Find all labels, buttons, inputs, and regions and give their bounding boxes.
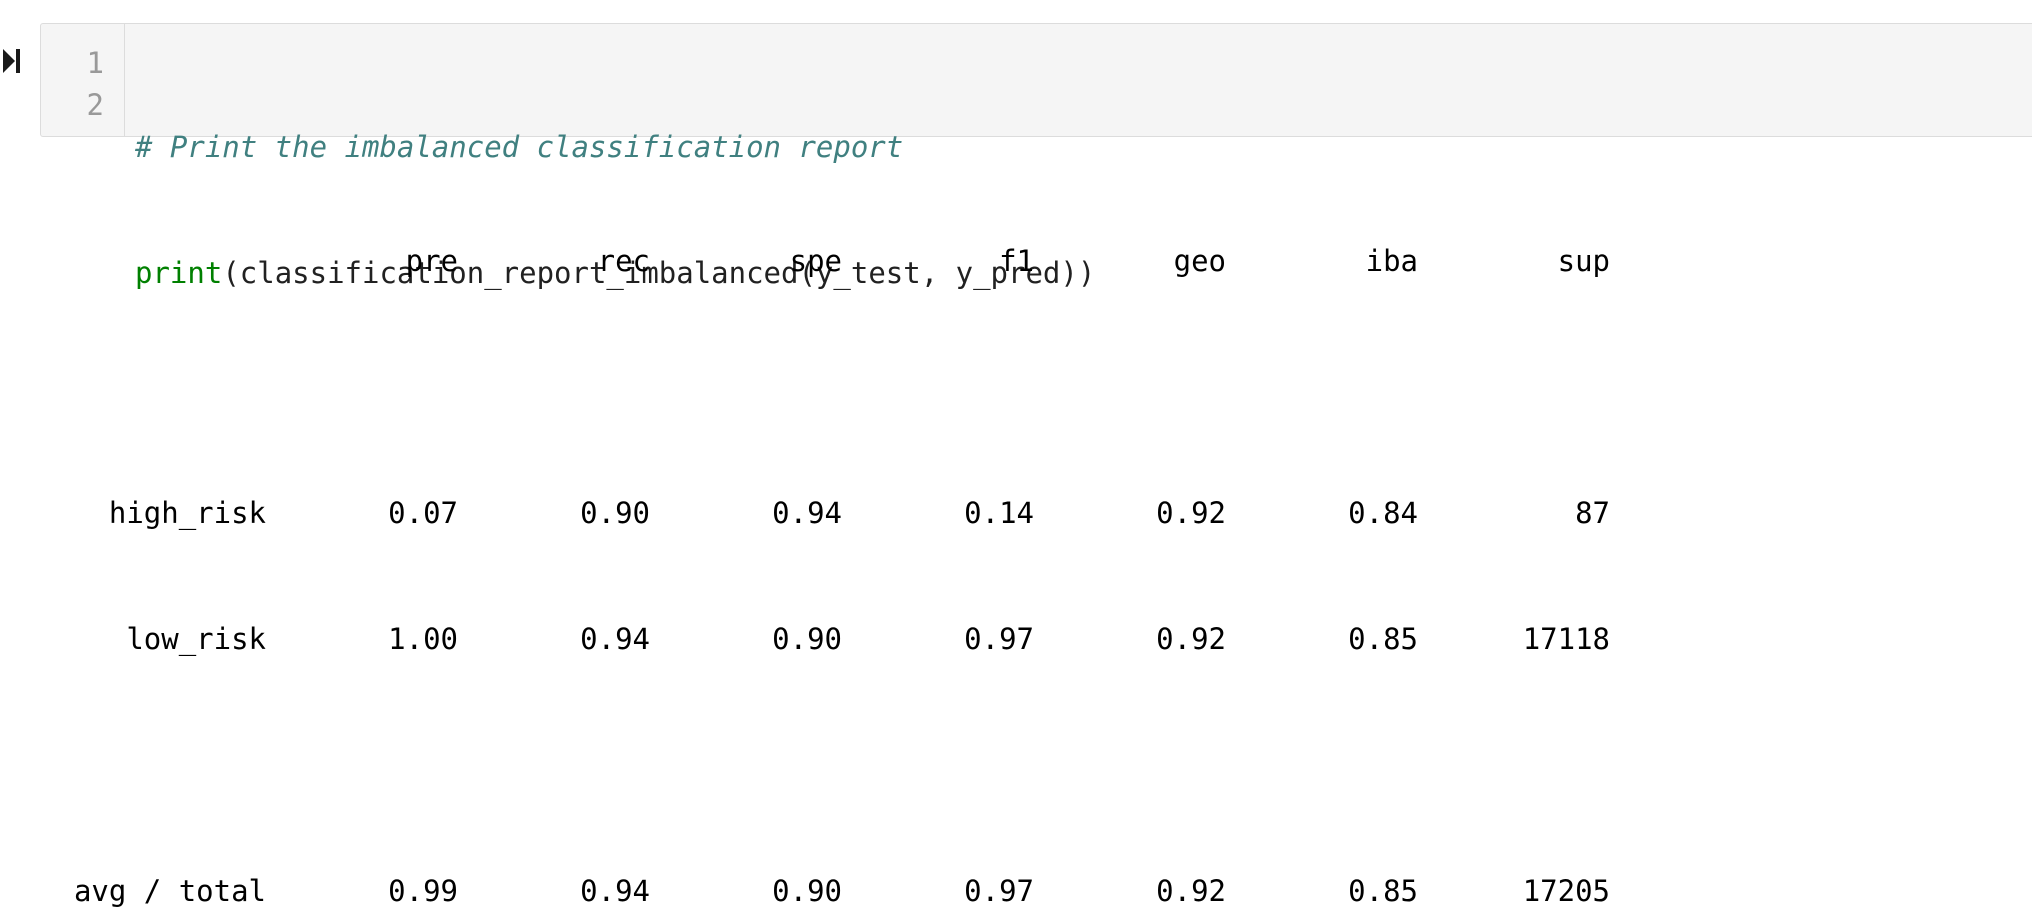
report-header-row: pre rec spe f1 geo iba sup <box>40 240 1610 282</box>
line-number: 1 <box>86 46 104 80</box>
run-cell-icon[interactable] <box>2 46 24 76</box>
report-row: high_risk 0.07 0.90 0.94 0.14 0.92 0.84 … <box>40 492 1610 534</box>
code-line: print(classification_report_imbalanced(y… <box>135 252 1095 294</box>
code-editor[interactable]: # Print the imbalanced classification re… <box>125 24 1095 290</box>
metric-value: 0.97 <box>964 874 1034 908</box>
metric-value: 0.90 <box>580 496 650 530</box>
metric-value: 17205 <box>1522 874 1610 908</box>
metric-value: 17118 <box>1522 622 1610 656</box>
column-header: f1 <box>999 244 1034 278</box>
metric-value: 1.00 <box>388 622 458 656</box>
metric-value: 0.94 <box>580 874 650 908</box>
metric-value: 0.90 <box>772 622 842 656</box>
row-label: high_risk <box>108 496 266 530</box>
metric-value: 0.85 <box>1348 622 1418 656</box>
metric-value: 0.94 <box>772 496 842 530</box>
metric-value: 0.92 <box>1156 622 1226 656</box>
blank-row <box>40 744 1610 786</box>
metric-value: 0.94 <box>580 622 650 656</box>
line-number-gutter: 1 2 <box>41 24 125 136</box>
column-header: pre <box>405 244 458 278</box>
metric-value: 0.14 <box>964 496 1034 530</box>
metric-value: 0.92 <box>1156 874 1226 908</box>
code-comment: # Print the imbalanced classification re… <box>135 130 904 164</box>
metric-value: 0.85 <box>1348 874 1418 908</box>
row-label: low_risk <box>126 622 266 656</box>
column-header: rec <box>597 244 650 278</box>
header-spacer <box>40 240 266 282</box>
code-line: # Print the imbalanced classification re… <box>135 126 1095 168</box>
metric-value: 0.92 <box>1156 496 1226 530</box>
column-header: geo <box>1173 244 1226 278</box>
metric-value: 0.97 <box>964 622 1034 656</box>
report-total-row: avg / total 0.99 0.94 0.90 0.97 0.92 0.8… <box>40 870 1610 912</box>
column-header: iba <box>1365 244 1418 278</box>
metric-value: 0.90 <box>772 874 842 908</box>
column-header: spe <box>789 244 842 278</box>
line-number: 2 <box>86 88 104 122</box>
code-text: (classification_report_imbalanced(y_test… <box>222 256 1096 290</box>
metric-value: 0.84 <box>1348 496 1418 530</box>
metric-value: 0.07 <box>388 496 458 530</box>
code-cell[interactable]: 1 2 # Print the imbalanced classificatio… <box>40 23 2032 290</box>
cell-output: pre rec spe f1 geo iba sup high_risk 0.0… <box>40 156 1610 920</box>
metric-value: 87 <box>1575 496 1610 530</box>
metric-value: 0.99 <box>388 874 458 908</box>
code-builtin: print <box>135 256 223 290</box>
column-header: sup <box>1557 244 1610 278</box>
blank-row <box>40 366 1610 408</box>
row-label: avg / total <box>73 874 266 908</box>
report-row: low_risk 1.00 0.94 0.90 0.97 0.92 0.85 1… <box>40 618 1610 660</box>
